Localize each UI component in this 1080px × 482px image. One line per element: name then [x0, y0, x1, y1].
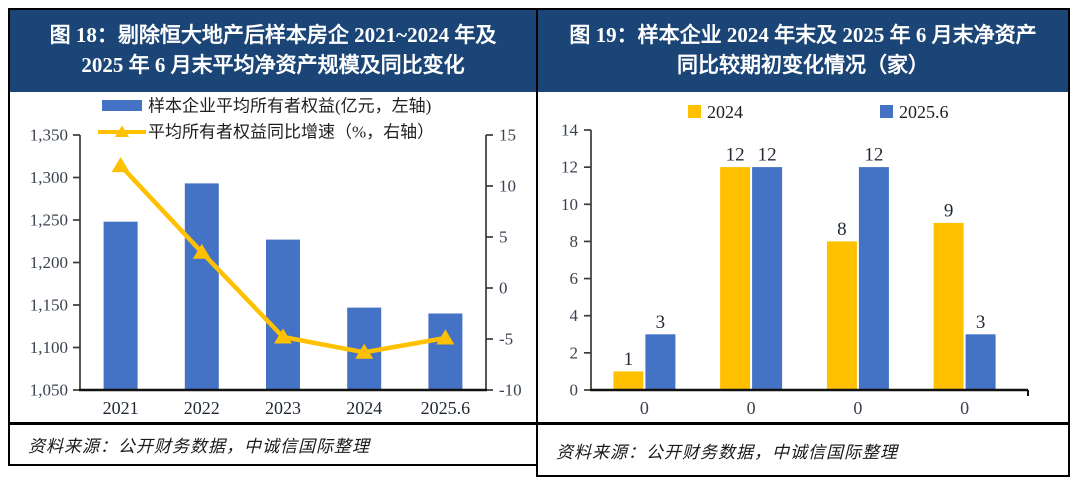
svg-text:5: 5 — [499, 228, 508, 247]
svg-text:-10: -10 — [499, 381, 522, 400]
svg-text:12: 12 — [561, 158, 578, 177]
figure-19-title: 图 19：样本企业 2024 年末及 2025 年 6 月末净资产同比较期初变化… — [538, 10, 1068, 92]
svg-text:2022: 2022 — [184, 398, 220, 418]
svg-text:2023: 2023 — [265, 398, 301, 418]
figure-19-chart-area: 0 2 4 6 8 10 12 14 1 3 0 12 12 0 8 12 0 9 3 0 2024 2025.6 — [538, 92, 1068, 422]
svg-text:0: 0 — [570, 381, 579, 400]
svg-text:10: 10 — [561, 195, 578, 214]
svg-text:9: 9 — [944, 200, 954, 221]
svg-text:2024: 2024 — [346, 398, 382, 418]
svg-text:8: 8 — [570, 232, 579, 251]
svg-text:1,200: 1,200 — [30, 253, 68, 272]
svg-text:样本企业平均所有者权益(亿元，左轴): 样本企业平均所有者权益(亿元，左轴) — [148, 97, 431, 116]
figure-19-source: 资料来源：公开财务数据，中诚信国际整理 — [538, 422, 1068, 475]
svg-text:平均所有者权益同比增速（%，右轴）: 平均所有者权益同比增速（%，右轴） — [148, 123, 434, 142]
figure-19-panel: 图 19：样本企业 2024 年末及 2025 年 6 月末净资产同比较期初变化… — [536, 8, 1070, 477]
figure-18-title: 图 18：剔除恒大地产后样本房企 2021~2024 年及 2025 年 6 月… — [10, 10, 536, 92]
svg-text:1: 1 — [624, 349, 634, 370]
svg-text:10: 10 — [499, 177, 516, 196]
figure-18-chart-svg: 1,050 1,100 1,150 1,200 1,250 1,300 1,350 -10 -5… — [30, 97, 522, 419]
svg-text:1,100: 1,100 — [30, 338, 68, 357]
svg-text:0: 0 — [960, 398, 969, 418]
svg-text:1,050: 1,050 — [30, 381, 68, 400]
svg-text:12: 12 — [864, 145, 883, 166]
svg-text:1,150: 1,150 — [30, 296, 68, 315]
svg-text:0: 0 — [747, 398, 756, 418]
svg-text:1,300: 1,300 — [30, 168, 68, 187]
svg-text:-5: -5 — [499, 330, 513, 349]
svg-text:12: 12 — [726, 145, 745, 166]
figure-18-chart-area: 1,050 1,100 1,150 1,200 1,250 1,300 1,350 -10 -5… — [10, 92, 536, 422]
svg-text:12: 12 — [758, 145, 777, 166]
svg-text:0: 0 — [499, 279, 508, 298]
svg-text:6: 6 — [570, 269, 579, 288]
svg-text:8: 8 — [837, 219, 847, 240]
svg-text:0: 0 — [853, 398, 862, 418]
svg-text:0: 0 — [640, 398, 649, 418]
figure-18-source: 资料来源：公开财务数据，中诚信国际整理 — [10, 422, 536, 464]
svg-text:1,350: 1,350 — [30, 126, 68, 145]
svg-text:3: 3 — [976, 312, 986, 333]
svg-text:14: 14 — [561, 121, 579, 140]
svg-text:1,250: 1,250 — [30, 211, 68, 230]
svg-text:15: 15 — [499, 126, 516, 145]
svg-text:2025.6: 2025.6 — [421, 398, 471, 418]
svg-text:2021: 2021 — [103, 398, 139, 418]
svg-text:4: 4 — [570, 306, 579, 325]
svg-text:2024: 2024 — [707, 102, 743, 122]
figure-19-chart-svg: 0 2 4 6 8 10 12 14 1 3 0 12 12 0 8 12 0 9 3 0 2024 2025.6 — [561, 102, 1029, 418]
figure-18-panel: 图 18：剔除恒大地产后样本房企 2021~2024 年及 2025 年 6 月… — [8, 8, 538, 466]
svg-text:3: 3 — [656, 312, 666, 333]
svg-text:2025.6: 2025.6 — [899, 102, 949, 122]
svg-text:2: 2 — [570, 343, 579, 362]
